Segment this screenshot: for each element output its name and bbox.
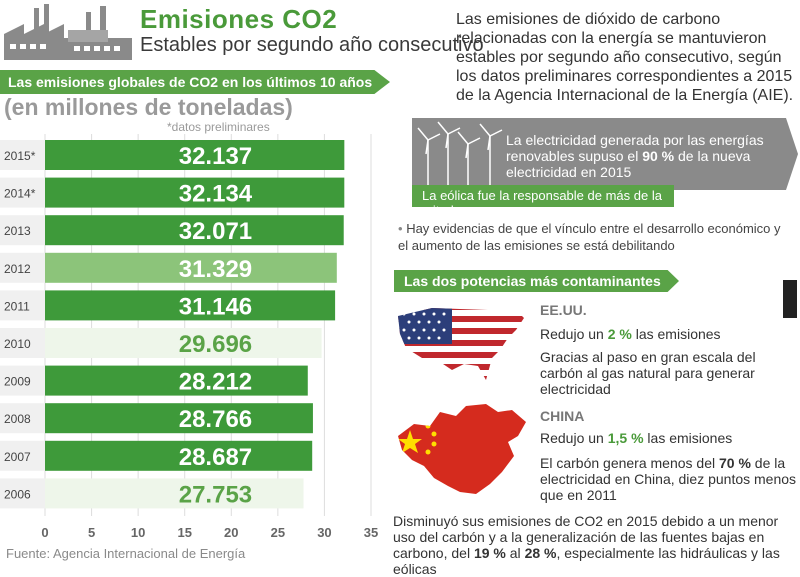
bar bbox=[45, 252, 337, 283]
chart-note: *datos preliminares bbox=[167, 120, 270, 134]
usa-cut-a: Redujo un bbox=[540, 326, 608, 342]
bar bbox=[45, 290, 336, 321]
page-title: Emisiones CO2 bbox=[140, 4, 338, 34]
x-tick-label: 20 bbox=[224, 525, 238, 540]
usa-description: Gracias al paso en gran escala del carbó… bbox=[540, 349, 756, 397]
x-tick-label: 25 bbox=[271, 525, 285, 540]
category-cell bbox=[0, 177, 45, 208]
category-cell bbox=[0, 440, 45, 471]
china-desc-a: El carbón genera menos del bbox=[540, 455, 719, 471]
category-cell bbox=[0, 478, 45, 509]
china-cut-pct: 1,5 % bbox=[607, 430, 644, 446]
renewables-text-a: La electricidad generada por las energía… bbox=[506, 132, 764, 164]
category-cell bbox=[0, 215, 45, 246]
chart-source: Fuente: Agencia Internacional de Energía bbox=[6, 546, 246, 561]
bar-value-label: 28.687 bbox=[179, 444, 252, 471]
category-label: 2015* bbox=[4, 149, 36, 163]
china-more-mid: al bbox=[505, 545, 525, 561]
bullet-point: • Hay evidencias de que el vínculo entre… bbox=[398, 220, 793, 254]
category-cell bbox=[0, 140, 45, 170]
usa-flag-map-icon bbox=[398, 308, 524, 380]
china-name: CHINA bbox=[540, 408, 585, 424]
factory-icon bbox=[4, 4, 132, 60]
china-desc-b: de la electricidad en China, diez puntos… bbox=[540, 455, 797, 503]
x-tick-label: 35 bbox=[364, 525, 378, 540]
usa-name: EE.UU. bbox=[540, 302, 587, 318]
china-cut-a: Redujo un bbox=[540, 430, 608, 446]
bar-value-label: 31.146 bbox=[179, 293, 252, 320]
bar-value-label: 28.212 bbox=[179, 369, 252, 396]
china-desc-pct: 70 % bbox=[719, 455, 751, 471]
bar bbox=[45, 478, 304, 509]
bar bbox=[45, 215, 344, 246]
usa-cut-b: las emisiones bbox=[631, 326, 721, 342]
bar-value-label: 28.766 bbox=[179, 406, 252, 433]
category-label: 2013 bbox=[4, 224, 31, 238]
category-label: 2007 bbox=[4, 450, 31, 464]
bar bbox=[45, 403, 313, 434]
china-description: El carbón genera menos del 70 % de la el… bbox=[540, 455, 798, 503]
bar-value-label: 31.329 bbox=[179, 256, 252, 283]
category-label: 2006 bbox=[4, 487, 31, 501]
intro-text: Las emisiones de dióxido de carbono rela… bbox=[456, 11, 794, 104]
china-more-pct1: 19 % bbox=[473, 545, 506, 561]
bar-value-label: 27.753 bbox=[179, 481, 252, 508]
renewables-panel bbox=[412, 118, 798, 190]
page-subtitle: Estables por segundo año consecutivo bbox=[140, 34, 484, 56]
x-tick-label: 5 bbox=[88, 525, 95, 540]
bar bbox=[45, 440, 313, 471]
category-cell bbox=[0, 252, 45, 283]
bar-value-label: 29.696 bbox=[179, 331, 252, 358]
bar-value-label: 32.137 bbox=[179, 143, 252, 170]
category-cell bbox=[0, 403, 45, 434]
china-more-pct2: 28 % bbox=[524, 545, 557, 561]
renewables-text-b: de la nueva electricidad en 2015 bbox=[506, 148, 751, 180]
bar bbox=[45, 177, 345, 208]
china-more-text: Disminuyó sus emisiones de CO2 en 2015 d… bbox=[393, 513, 798, 577]
category-cell bbox=[0, 328, 45, 358]
x-tick-label: 30 bbox=[317, 525, 331, 540]
x-tick-label: 10 bbox=[131, 525, 145, 540]
category-label: 2011 bbox=[4, 299, 30, 313]
chart-title-banner: Las emisiones globales de CO2 en los últ… bbox=[0, 70, 390, 94]
category-cell bbox=[0, 365, 45, 396]
wind-turbine-icon bbox=[417, 121, 503, 188]
bullet-text: Hay evidencias de que el vínculo entre e… bbox=[398, 221, 781, 253]
powers-banner: Las dos potencias más contaminantes bbox=[394, 270, 679, 292]
china-flag-map-icon bbox=[398, 404, 526, 494]
renewables-strip: La eólica fue la responsable de más de l… bbox=[412, 185, 674, 218]
china-reduction: Redujo un 1,5 % las emisiones bbox=[540, 430, 732, 446]
renewables-text: La electricidad generada por las energía… bbox=[506, 132, 786, 180]
usa-cut-pct: 2 % bbox=[607, 326, 632, 342]
category-label: 2012 bbox=[4, 262, 31, 276]
x-tick-label: 0 bbox=[41, 525, 48, 540]
china-cut-b: las emisiones bbox=[643, 430, 733, 446]
bar bbox=[45, 328, 322, 358]
x-tick-label: 15 bbox=[177, 525, 191, 540]
bar-value-label: 32.134 bbox=[179, 181, 253, 208]
category-label: 2014* bbox=[4, 187, 36, 201]
category-label: 2008 bbox=[4, 412, 31, 426]
bar-value-label: 32.071 bbox=[179, 218, 252, 245]
bar bbox=[45, 140, 345, 170]
bar bbox=[45, 365, 308, 396]
emissions-bar-chart: 2015* 32.137 2014* 32.134 2013 32.071 2012 31.3… bbox=[0, 134, 378, 540]
side-tag bbox=[783, 280, 797, 318]
usa-reduction: Redujo un 2 % las emisiones bbox=[540, 326, 721, 342]
bullet-dot: • bbox=[398, 221, 403, 236]
china-more-a: Disminuyó sus emisiones de CO2 en 2015 d… bbox=[393, 513, 779, 561]
category-cell bbox=[0, 290, 45, 321]
category-label: 2010 bbox=[4, 337, 31, 351]
renewables-pct: 90 % bbox=[642, 148, 675, 164]
category-label: 2009 bbox=[4, 375, 31, 389]
chart-unit-label: (en millones de toneladas) bbox=[4, 94, 293, 120]
